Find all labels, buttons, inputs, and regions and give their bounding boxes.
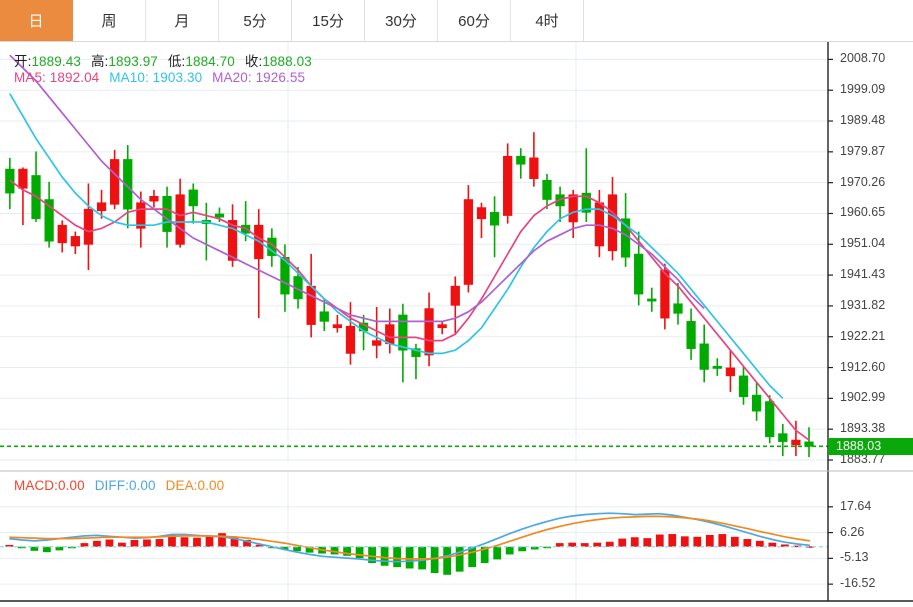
price-tick-label-8: 1931.82 [840,297,886,312]
tab-0[interactable]: 日 [0,0,73,41]
price-tick-label-5: 1960.65 [840,205,886,220]
tab-label: 15分 [312,13,344,30]
macd-chart-svg [0,472,913,602]
ma-line-MA10 [9,93,784,399]
tab-label: 5分 [243,13,267,30]
price-tick-label-10: 1912.60 [840,359,886,374]
macd-tick-label-3: -16.52 [840,576,876,591]
price-tick-label-3: 1979.87 [840,143,886,158]
candles [5,132,814,458]
macd-tick-label-0: 17.64 [840,498,872,513]
price-tick-label-7: 1941.43 [840,267,886,282]
macd-line-DEA [9,515,811,560]
tab-6[interactable]: 60分 [438,0,511,41]
tab-4[interactable]: 15分 [292,0,365,41]
price-tick-label-13: 1883.77 [840,452,886,466]
price-chart-pane [0,42,913,472]
macd-histogram [5,533,814,575]
tab-label: 周 [101,13,117,30]
ma-line-MA5 [9,179,810,441]
macd-tick-label-2: -5.13 [840,550,869,565]
price-tick-label-4: 1970.26 [840,174,886,189]
price-tick-label-1: 1999.09 [840,82,886,97]
gridlines [0,42,828,462]
tab-7[interactable]: 4时 [511,0,584,41]
price-tick-label-2: 1989.48 [840,113,886,128]
tab-label: 日 [28,13,44,30]
price-tick-label-9: 1922.21 [840,328,886,343]
tab-3[interactable]: 5分 [219,0,292,41]
current-price-badge: 1888.03 [828,438,913,456]
ma-line-MA20 [9,54,705,323]
price-tick-label-0: 2008.70 [840,51,886,66]
macd-chart-pane [0,472,913,607]
tab-label: 月 [174,13,190,30]
price-tick-label-12: 1893.38 [840,421,886,436]
tab-label: 60分 [458,13,490,30]
price-chart-svg [0,42,913,472]
price-tick-label-11: 1902.99 [840,390,886,405]
tab-label: 4时 [535,13,559,30]
tab-2[interactable]: 月 [146,0,219,41]
tabbar-filler [584,0,913,41]
macd-tick-label-1: 6.26 [840,524,865,539]
price-tick-label-6: 1951.04 [840,236,886,251]
tab-5[interactable]: 30分 [365,0,438,41]
timeframe-tabbar: 日 周 月 5分 15分 30分 60分 4时 [0,0,913,42]
tab-1[interactable]: 周 [73,0,146,41]
tab-label: 30分 [385,13,417,30]
